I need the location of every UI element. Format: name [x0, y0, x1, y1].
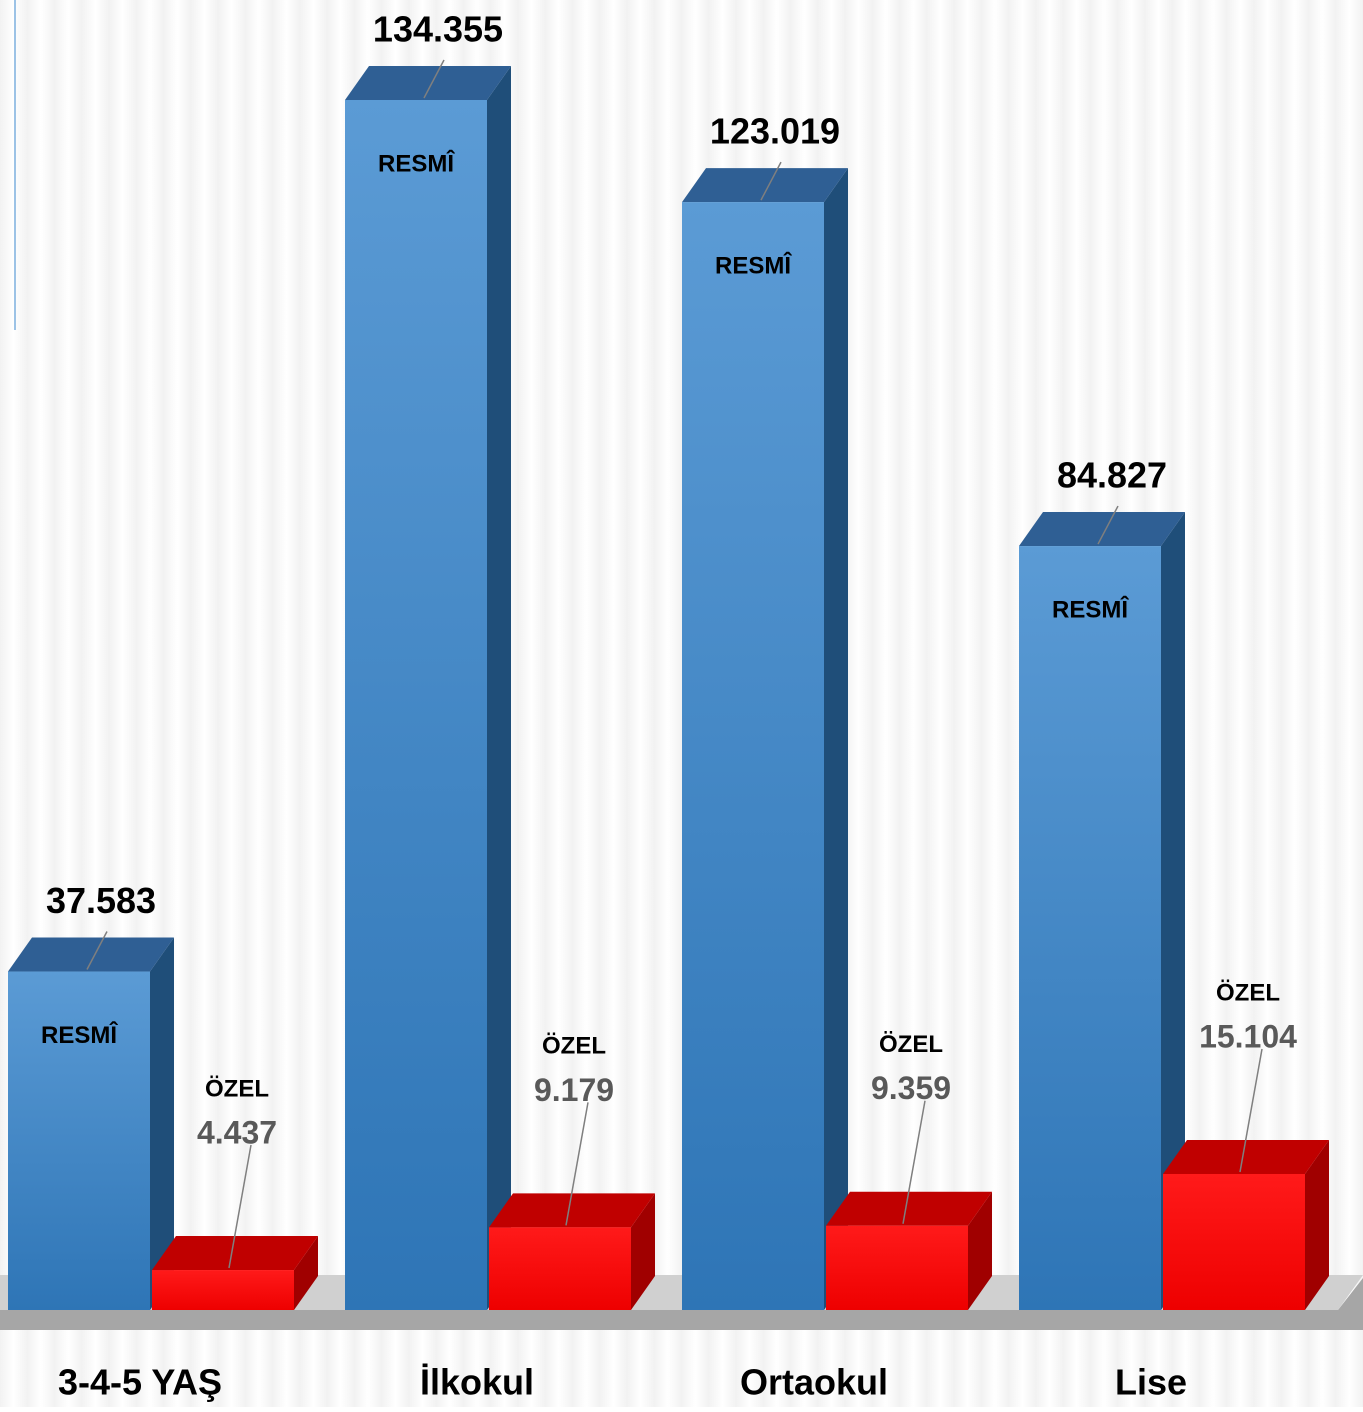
- series-label: ÖZEL: [542, 1033, 606, 1060]
- bar-side: [1305, 1139, 1329, 1310]
- leader-line: [760, 161, 782, 201]
- bar: [826, 1225, 968, 1310]
- series-label: RESMÎ: [41, 1021, 118, 1049]
- leader-line: [86, 931, 108, 970]
- bar-top: [152, 1236, 318, 1271]
- x-tick-label: İlkokul: [420, 1362, 534, 1403]
- series-label: ÖZEL: [205, 1075, 269, 1102]
- value-label: 37.583: [46, 880, 156, 921]
- bar-top: [345, 66, 511, 100]
- value-label: 134.355: [373, 9, 503, 50]
- bar-top: [489, 1193, 655, 1228]
- value-label: 9.179: [534, 1072, 614, 1108]
- bar: [682, 202, 824, 1310]
- leader-line: [1239, 1048, 1263, 1173]
- bar-top: [8, 937, 174, 972]
- bar-side: [968, 1191, 992, 1310]
- value-label: 84.827: [1057, 455, 1167, 496]
- value-label: 4.437: [197, 1114, 277, 1150]
- bar-side: [294, 1236, 318, 1310]
- bar: [1163, 1173, 1305, 1310]
- series-label: RESMÎ: [715, 251, 792, 279]
- series-label: RESMÎ: [1052, 595, 1129, 623]
- bar-top: [826, 1191, 992, 1226]
- bar-side: [487, 66, 511, 1310]
- bar: [8, 971, 150, 1310]
- bar-side: [824, 168, 848, 1310]
- x-tick-label: 3-4-5 YAŞ: [58, 1362, 222, 1403]
- bar: [345, 100, 487, 1310]
- x-tick-label: Ortaokul: [740, 1362, 888, 1403]
- value-label: 9.359: [871, 1070, 951, 1106]
- leader-line: [228, 1144, 252, 1269]
- bar: [152, 1270, 294, 1310]
- floor: [0, 1278, 1363, 1330]
- value-label: 123.019: [710, 111, 840, 152]
- bar-side: [631, 1193, 655, 1310]
- value-label: 15.104: [1199, 1018, 1297, 1054]
- bar-top: [1019, 512, 1185, 547]
- bar: [489, 1227, 631, 1310]
- bar-top: [1163, 1139, 1329, 1174]
- leader-line: [902, 1100, 926, 1224]
- leader-line: [565, 1102, 589, 1226]
- x-tick-label: Lise: [1115, 1362, 1187, 1403]
- bar: [1019, 546, 1161, 1310]
- series-label: RESMÎ: [378, 149, 455, 177]
- bar-side: [150, 937, 174, 1310]
- leader-line: [1097, 505, 1119, 545]
- bar-top: [682, 168, 848, 203]
- series-label: ÖZEL: [1216, 979, 1280, 1006]
- series-label: ÖZEL: [879, 1031, 943, 1058]
- bar-side: [1161, 512, 1185, 1310]
- leader-line: [423, 59, 445, 99]
